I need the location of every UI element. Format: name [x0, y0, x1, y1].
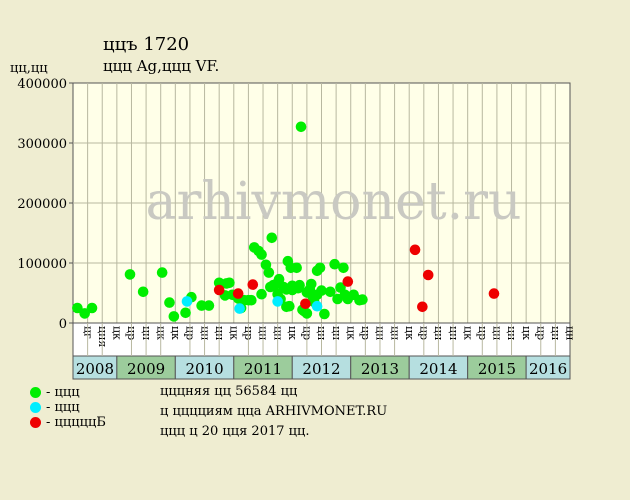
- data-point: [338, 262, 349, 274]
- legend-dot-green-icon: [30, 387, 41, 398]
- data-point: [79, 308, 90, 319]
- quarter-label: цк: [403, 326, 416, 340]
- data-point: [272, 296, 283, 307]
- data-point: [247, 279, 259, 290]
- y-tick-label: 400000: [17, 77, 67, 92]
- quarter-label: цк: [520, 326, 533, 340]
- y-tick-label: 200000: [17, 197, 67, 212]
- watermark-text: arhivmonet.ru: [145, 172, 521, 232]
- info-line-date: ццц ц 20 цця 2017 цц.: [160, 424, 310, 439]
- year-label: 2016: [529, 360, 567, 378]
- data-point: [314, 262, 326, 274]
- quarter-label: цк: [461, 326, 474, 340]
- data-point: [263, 267, 275, 278]
- data-point: [342, 276, 354, 287]
- data-point: [168, 311, 180, 322]
- y-axis-unit: цц,цц: [10, 61, 48, 76]
- quarter-label: цн: [564, 326, 577, 340]
- data-point: [196, 300, 207, 311]
- data-point: [311, 300, 323, 312]
- info-line-average: цццняя цц 56584 цц: [160, 384, 298, 399]
- data-point: [224, 277, 235, 289]
- data-point: [266, 232, 278, 244]
- data-point: [409, 244, 421, 256]
- data-point: [488, 288, 500, 299]
- data-point: [137, 286, 149, 298]
- legend-item-cyan: - ццц: [30, 400, 80, 415]
- year-label: 2012: [302, 360, 340, 378]
- year-label: 2011: [244, 360, 282, 378]
- data-point: [86, 302, 98, 314]
- data-point: [234, 303, 245, 314]
- data-point: [72, 302, 83, 314]
- legend-dot-cyan-icon: [30, 402, 41, 413]
- data-point: [256, 288, 267, 300]
- info-line-source: ц цццциям цца ARHIVMONET.RU: [160, 404, 388, 419]
- data-point: [319, 308, 330, 320]
- data-point: [232, 288, 244, 299]
- data-point: [273, 273, 285, 285]
- legend-item-red: - цццццБ: [30, 415, 106, 430]
- quarter-label: цк: [227, 326, 240, 340]
- data-point: [357, 294, 368, 305]
- quarter-label: цк: [169, 326, 182, 340]
- y-tick-label: 100000: [17, 257, 67, 272]
- year-label: 2015: [478, 360, 516, 378]
- chart-title: ццъ 1720: [103, 34, 190, 55]
- data-point: [301, 308, 313, 319]
- legend-dot-red-icon: [30, 417, 41, 428]
- year-label: 2009: [127, 360, 165, 378]
- data-point: [246, 294, 257, 306]
- quarter-label: цк: [111, 326, 124, 340]
- y-tick-label: 300000: [17, 137, 67, 152]
- data-point: [124, 269, 136, 280]
- quarter-label: цк: [286, 326, 299, 340]
- data-point: [329, 258, 340, 270]
- data-point: [417, 301, 428, 313]
- year-label: 2014: [419, 360, 457, 378]
- quarter-label: цк: [344, 326, 357, 340]
- data-point: [164, 297, 175, 308]
- year-label: 2010: [185, 360, 223, 378]
- legend-label-red: - цццццБ: [46, 415, 106, 430]
- data-point: [180, 307, 191, 319]
- data-point: [156, 267, 168, 278]
- data-point: [305, 278, 317, 290]
- year-label: 2013: [361, 360, 399, 378]
- legend-label-cyan: - ццц: [46, 400, 80, 415]
- data-point: [256, 249, 267, 260]
- year-label: 2008: [76, 360, 114, 378]
- data-point: [284, 300, 295, 312]
- data-point: [324, 286, 336, 298]
- chart-subtitle: ццц Ag,ццц VF.: [103, 57, 220, 75]
- data-point: [213, 284, 225, 296]
- data-point: [300, 298, 311, 310]
- y-tick-label: 0: [59, 317, 67, 332]
- data-point: [422, 269, 434, 281]
- data-point: [203, 300, 215, 311]
- year-band: [525, 355, 571, 380]
- data-point: [181, 296, 193, 307]
- data-point: [291, 262, 302, 274]
- data-point: [295, 121, 307, 133]
- legend-item-green: - ццц: [30, 385, 80, 400]
- data-point: [294, 279, 305, 291]
- legend-label-green: - ццц: [46, 385, 80, 400]
- data-point: [316, 285, 327, 296]
